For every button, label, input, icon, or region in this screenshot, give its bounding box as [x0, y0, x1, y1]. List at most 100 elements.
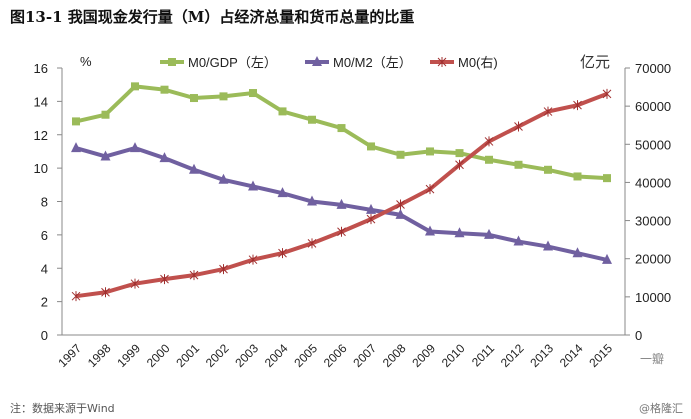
x-marker — [219, 264, 228, 275]
x-tick-label: 2000 — [144, 341, 173, 370]
triangle-marker — [336, 198, 347, 209]
x-marker — [248, 254, 258, 265]
x-tick-label: 2005 — [291, 341, 320, 370]
square-marker — [426, 147, 434, 156]
triangle-marker — [602, 253, 612, 264]
x-marker — [602, 88, 612, 99]
square-marker — [455, 149, 464, 158]
x-tick-label: 2011 — [469, 341, 497, 369]
square-marker — [396, 150, 405, 159]
left-tick-label: 14 — [34, 94, 48, 109]
x-marker — [337, 226, 346, 237]
square-marker — [308, 115, 316, 124]
right-tick-label: 60000 — [635, 99, 671, 114]
x-marker — [396, 199, 405, 210]
square-marker — [514, 160, 523, 169]
x-tick-label: 1999 — [114, 341, 143, 370]
series-0 — [72, 82, 611, 183]
left-tick-label: 12 — [34, 128, 48, 143]
watermark-logo: 一瓣 — [640, 352, 665, 366]
x-marker — [160, 274, 169, 285]
legend-label: M0(右) — [458, 55, 498, 70]
square-marker — [485, 155, 493, 164]
x-tick-label: 2014 — [557, 341, 586, 370]
x-marker — [278, 248, 287, 259]
chart-title: 图13-1 我国现金发行量（M）占经济总量和货币总量的比重 — [10, 8, 415, 26]
x-tick-label: 2015 — [586, 341, 615, 370]
triangle-marker — [395, 208, 406, 219]
x-tick-label: 2012 — [498, 341, 527, 370]
x-marker — [189, 270, 199, 281]
x-tick-label: 2006 — [321, 341, 350, 370]
source-note: 注：数据来源于Wind — [10, 402, 115, 415]
series-line — [75, 84, 608, 181]
x-marker — [484, 136, 494, 147]
left-tick-label: 16 — [34, 61, 48, 76]
right-tick-label: 30000 — [635, 214, 671, 229]
left-tick-label: 4 — [41, 261, 48, 276]
triangle-marker — [100, 150, 111, 161]
x-tick-label: 2013 — [527, 341, 556, 370]
triangle-marker — [484, 228, 494, 239]
square-marker — [278, 107, 287, 116]
triangle-marker — [312, 56, 322, 66]
triangle-marker — [71, 142, 81, 153]
x-tick-label: 2003 — [232, 341, 261, 370]
left-tick-label: 2 — [41, 295, 48, 310]
triangle-marker — [366, 203, 376, 214]
right-tick-label: 40000 — [635, 175, 671, 190]
left-tick-label: 6 — [41, 228, 48, 243]
triangle-marker — [543, 240, 553, 251]
square-marker — [544, 165, 552, 174]
legend-label: M0/GDP（左） — [188, 55, 277, 70]
x-tick-label: 2008 — [380, 341, 409, 370]
triangle-marker — [454, 227, 465, 238]
x-tick-label: 2007 — [350, 341, 379, 370]
x-tick-label: 2010 — [439, 341, 468, 370]
square-marker — [131, 82, 139, 91]
square-marker — [168, 58, 176, 66]
triangle-marker — [248, 180, 258, 191]
triangle-marker — [130, 142, 140, 153]
x-tick-label: 2002 — [203, 341, 232, 370]
right-tick-label: 0 — [635, 328, 642, 343]
series-2 — [71, 88, 612, 302]
legend-label: M0/M2（左） — [333, 55, 412, 70]
x-marker — [425, 184, 435, 195]
x-marker — [573, 100, 582, 111]
square-marker — [573, 172, 582, 181]
triangle-marker — [159, 152, 170, 163]
x-tick-label: 2001 — [173, 341, 202, 370]
square-marker — [190, 94, 198, 103]
x-marker — [455, 159, 464, 170]
right-tick-label: 10000 — [635, 290, 671, 305]
right-tick-label: 50000 — [635, 137, 671, 152]
triangle-marker — [513, 235, 524, 246]
right-tick-label: 70000 — [635, 61, 671, 76]
square-marker — [72, 117, 80, 126]
x-marker — [307, 238, 317, 249]
x-tick-label: 2009 — [409, 341, 438, 370]
watermark: @格隆汇 — [639, 402, 683, 415]
triangle-marker — [189, 163, 199, 174]
x-tick-label: 1997 — [55, 341, 84, 370]
square-marker — [101, 110, 110, 119]
x-marker — [543, 106, 553, 117]
left-tick-label: 0 — [41, 328, 48, 343]
left-tick-label: 10 — [34, 161, 48, 176]
x-marker — [101, 287, 110, 298]
triangle-marker — [277, 187, 288, 198]
square-marker — [367, 142, 375, 151]
x-tick-label: 2004 — [262, 341, 291, 370]
triangle-marker — [572, 247, 583, 258]
right-axis-label: 亿元 — [580, 54, 610, 71]
square-marker — [249, 89, 257, 98]
triangle-marker — [307, 195, 317, 206]
x-marker — [514, 121, 523, 132]
x-marker — [437, 57, 447, 67]
square-marker — [337, 124, 346, 133]
x-marker — [71, 291, 81, 302]
x-marker — [130, 278, 140, 289]
x-marker — [366, 214, 376, 225]
left-axis-label: % — [80, 54, 92, 69]
